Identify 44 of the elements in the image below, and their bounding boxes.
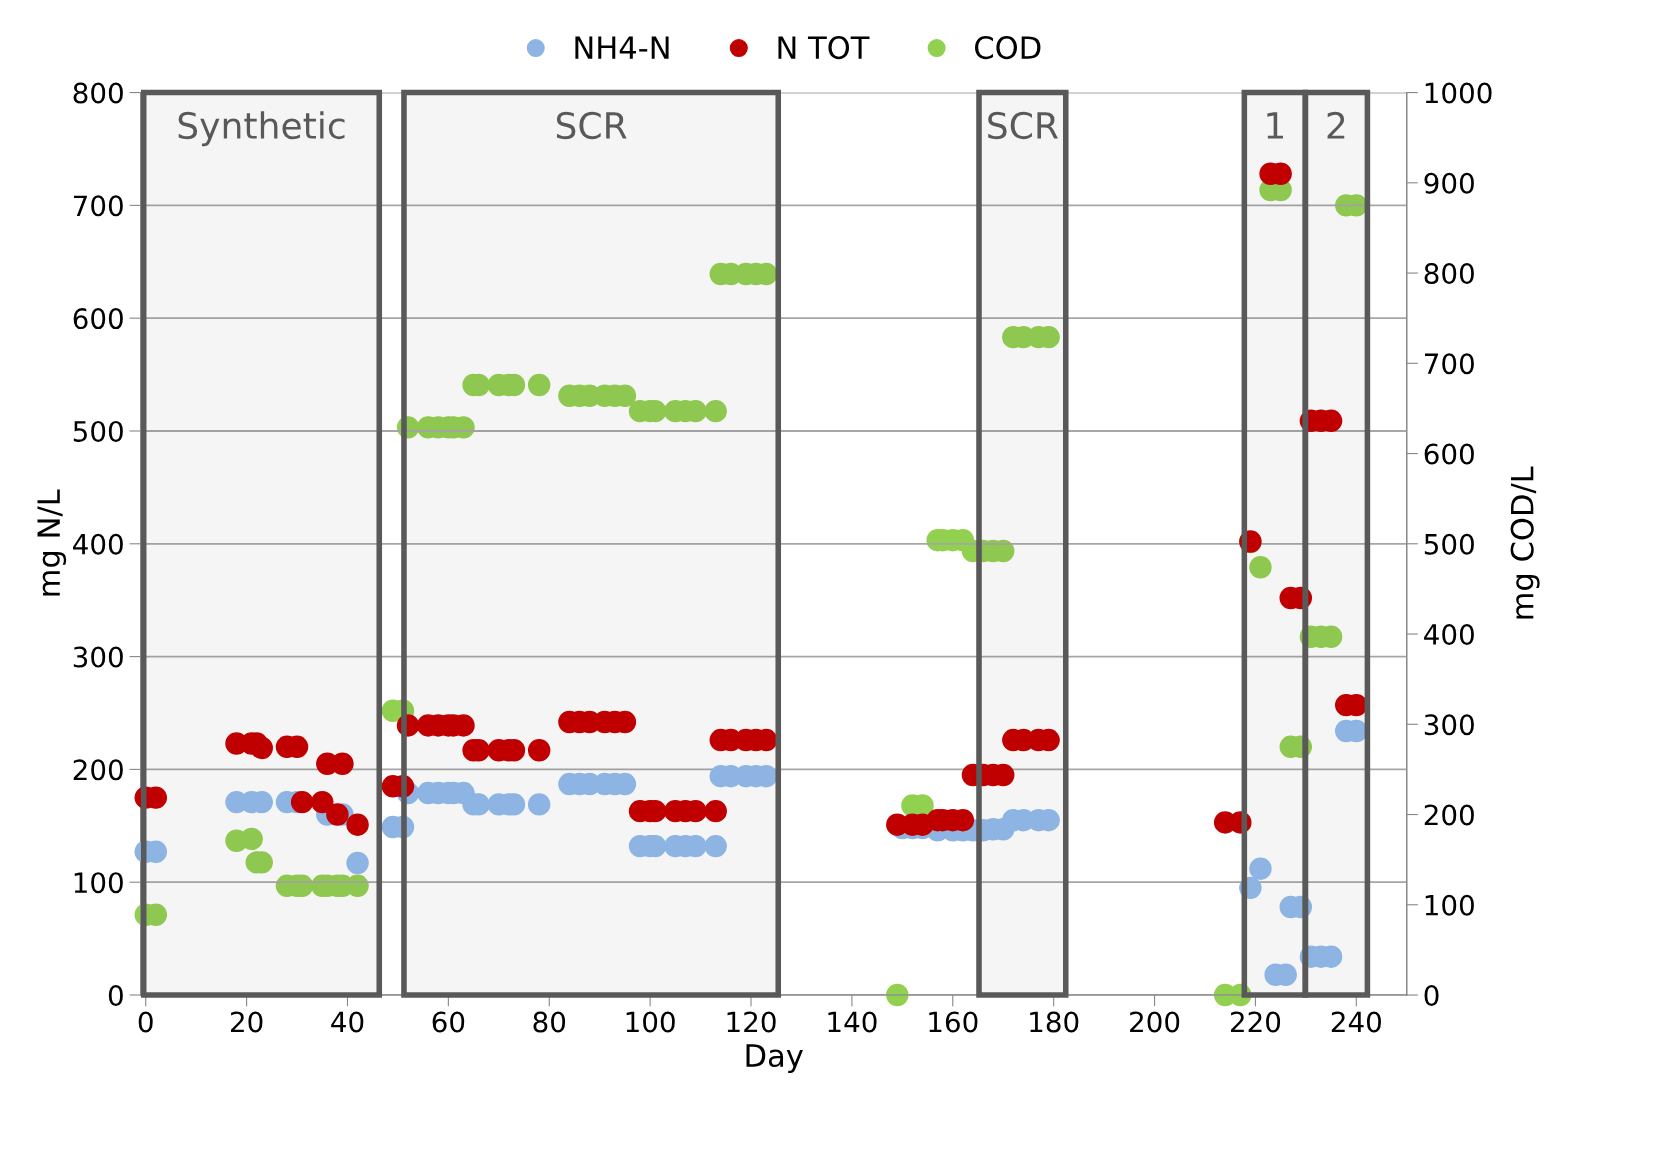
y2-tick-label: 400 <box>1424 623 1474 645</box>
y2-tick-label: 600 <box>1424 443 1474 465</box>
band-label: Synthetic <box>178 111 345 147</box>
x-tick-label: 180 <box>1030 1011 1079 1033</box>
x-tick-label: 80 <box>533 1011 566 1033</box>
legend-label: N TOT <box>778 36 870 60</box>
y2-tick-label: 300 <box>1424 714 1474 736</box>
x-tick-label: 220 <box>1230 1011 1281 1033</box>
band-label: 1 <box>1267 112 1283 139</box>
x-tick-label: 20 <box>230 1011 263 1033</box>
y2-tick-label: 500 <box>1424 533 1474 555</box>
y-tick-label: 100 <box>74 872 123 894</box>
x-tick-label: 40 <box>331 1011 364 1033</box>
y2-tick-label: 900 <box>1424 172 1474 194</box>
legend-label: NH4-N <box>575 36 669 59</box>
x-tick-label: 160 <box>929 1011 978 1033</box>
x-tick-label: 200 <box>1130 1011 1180 1033</box>
x-tick-label: 60 <box>432 1011 465 1033</box>
y-tick-label: 700 <box>73 195 123 217</box>
x-tick-label: 240 <box>1331 1011 1381 1033</box>
y2-axis-title: mg COD/L <box>1510 466 1540 619</box>
y-axis-title: mg N/L <box>37 489 67 596</box>
band-label: SCR <box>988 111 1058 140</box>
y2-tick-label: 0 <box>1424 984 1439 1006</box>
y2-tick-label: 700 <box>1425 353 1474 375</box>
y-tick-label: 800 <box>73 82 123 104</box>
y2-tick-label: 200 <box>1424 804 1474 826</box>
band-label: 2 <box>1327 111 1345 139</box>
x-tick-label: 0 <box>138 1011 153 1033</box>
y2-tick-label: 1000 <box>1425 82 1492 104</box>
y-tick-label: 600 <box>73 308 123 330</box>
y-tick-label: 200 <box>73 759 123 781</box>
y-tick-label: 500 <box>73 420 123 442</box>
y-tick-label: 0 <box>108 984 123 1006</box>
x-tick-label: 140 <box>828 1011 877 1033</box>
x-axis-title: Day <box>746 1044 803 1073</box>
legend-label: COD <box>975 36 1041 60</box>
y2-tick-label: 100 <box>1425 894 1474 916</box>
y-tick-label: 300 <box>73 646 123 668</box>
x-tick-label: 100 <box>626 1011 675 1033</box>
y-tick-label: 400 <box>73 533 123 555</box>
band-label: SCR <box>556 111 627 140</box>
x-tick-label: 120 <box>727 1011 776 1033</box>
y2-tick-label: 800 <box>1424 262 1474 284</box>
